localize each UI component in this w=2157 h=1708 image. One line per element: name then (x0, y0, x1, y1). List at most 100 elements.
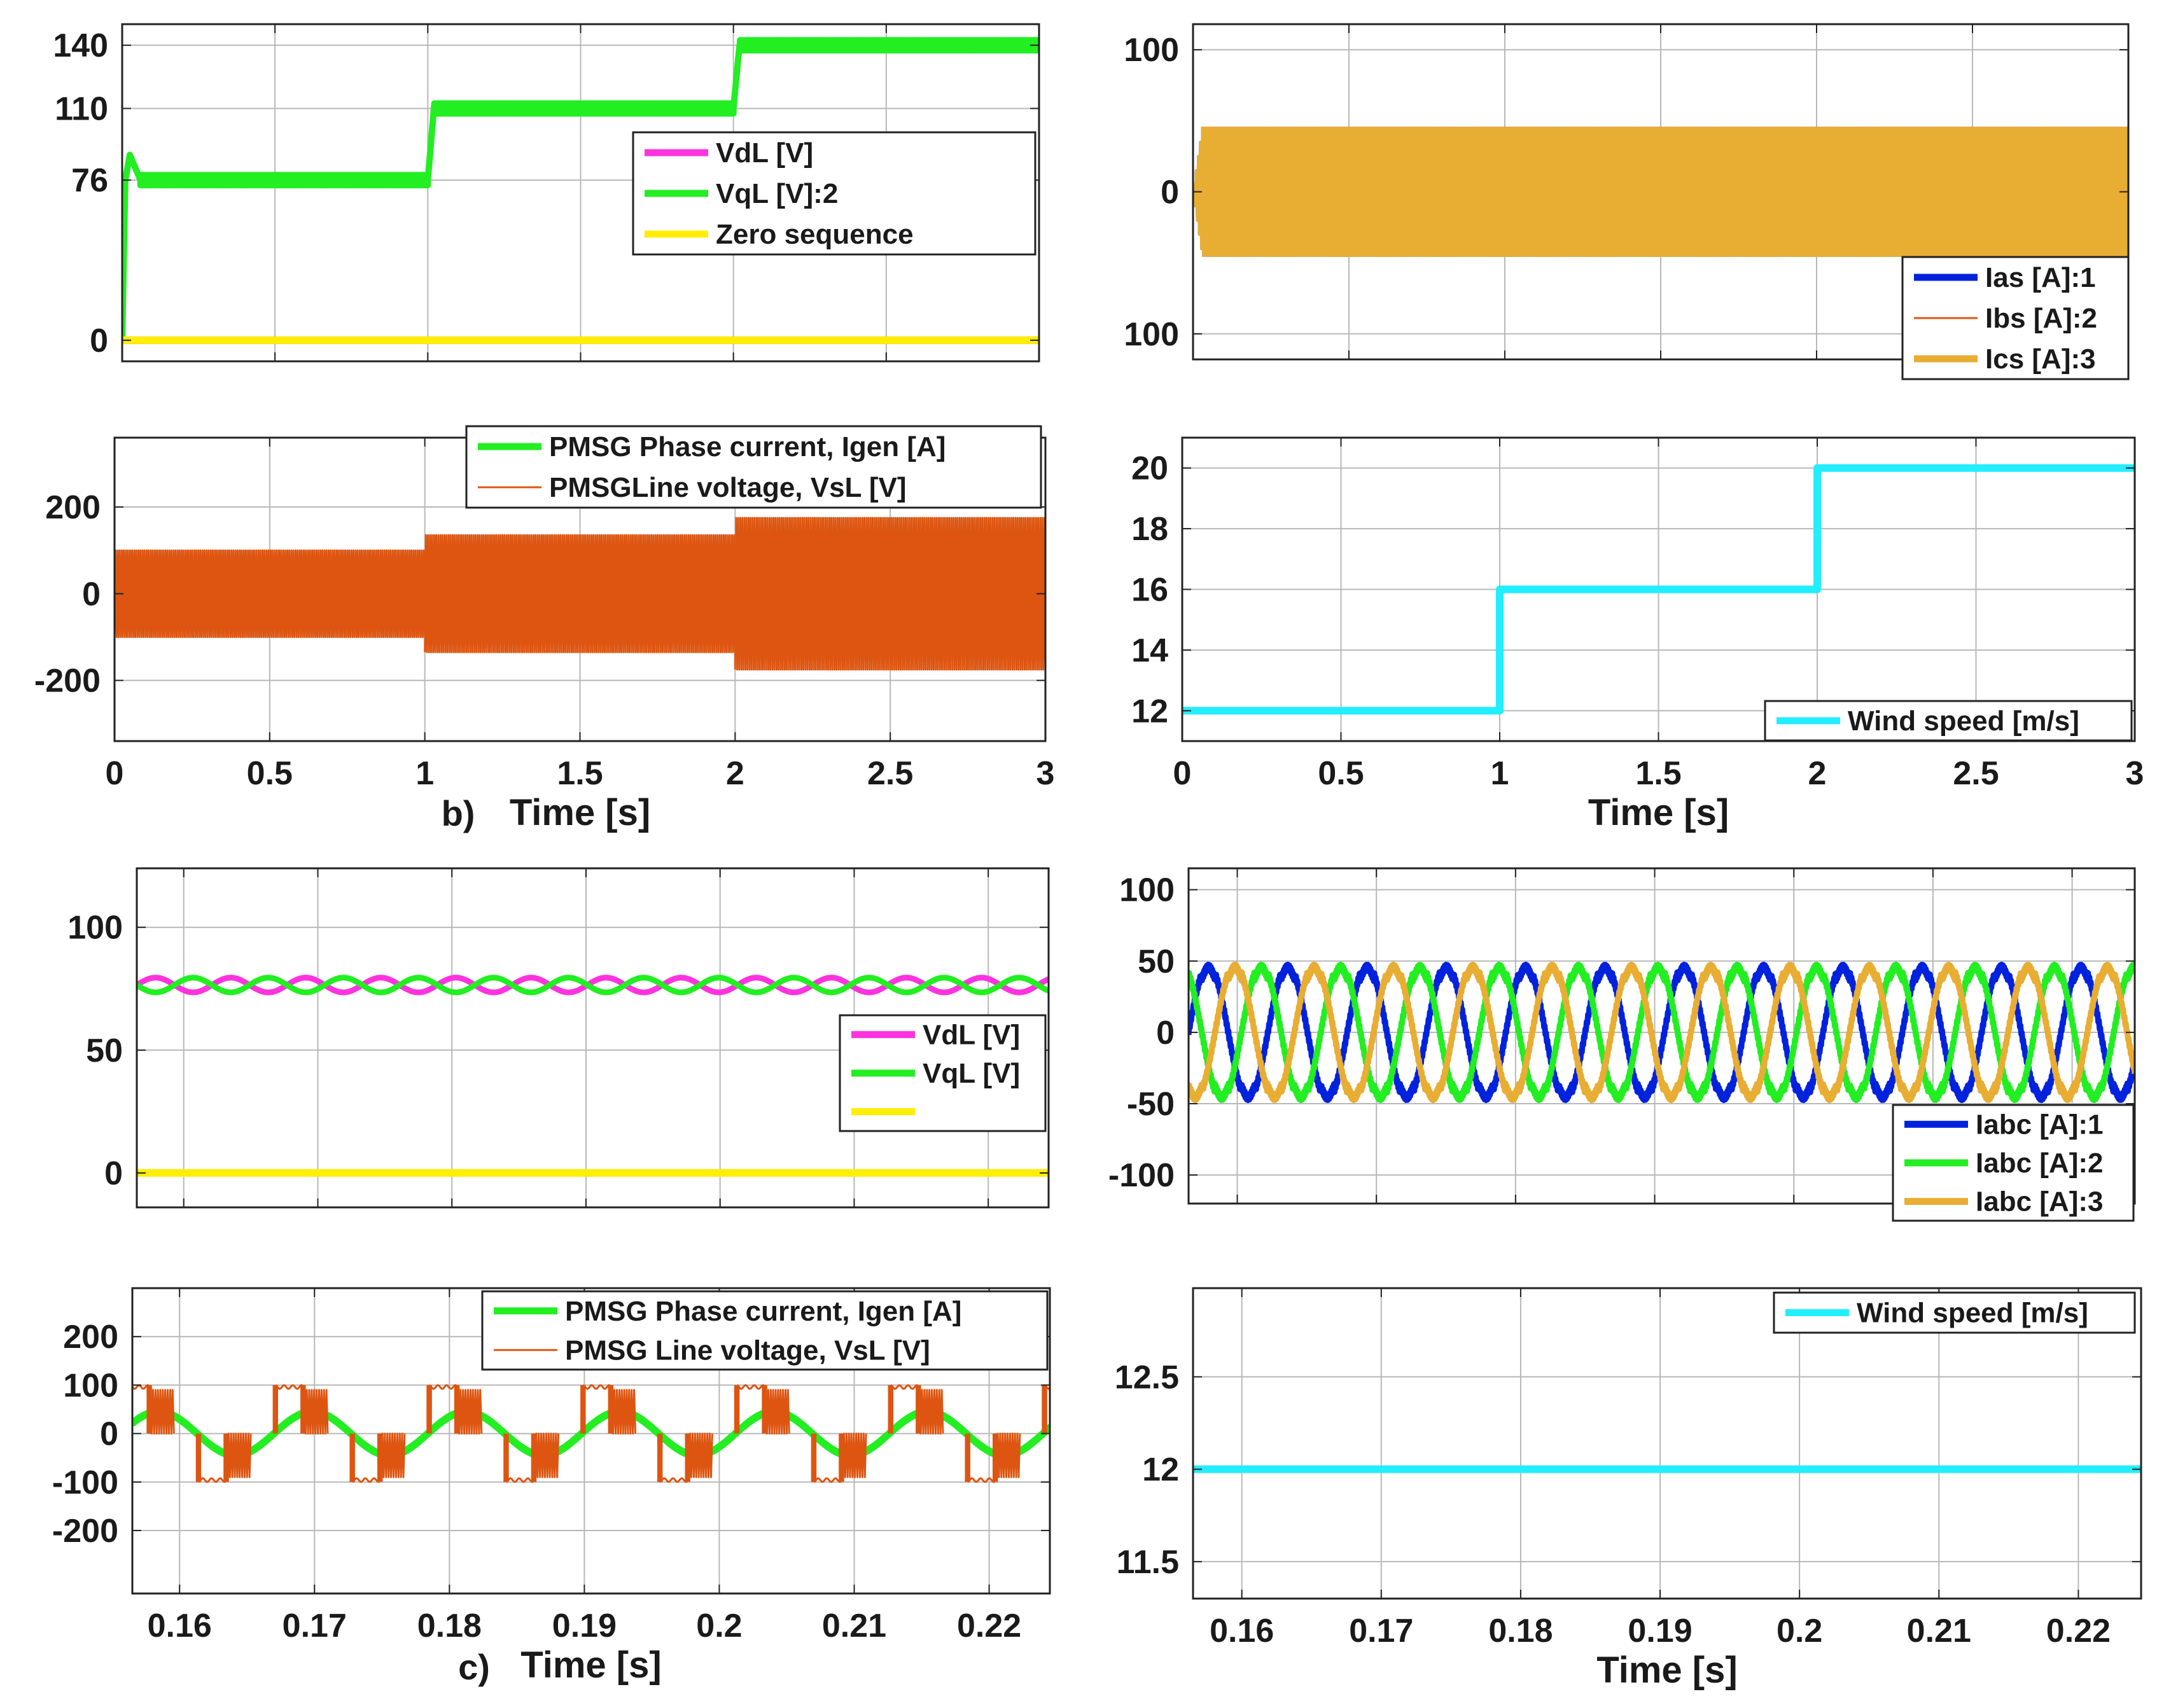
x-tick-label: 0.16 (1210, 1613, 1274, 1649)
x-tick-label: 0.21 (1907, 1613, 1971, 1649)
legend: Wind speed [m/s] (1773, 1291, 2136, 1334)
series-pmsgline-voltage-vsl-v-seg-1 (424, 534, 736, 653)
series-group (132, 1384, 1050, 1483)
series-group (137, 975, 1049, 1177)
x-tick-label: 0.19 (552, 1607, 617, 1644)
legend-label: VdL [V] (923, 1019, 1020, 1050)
x-tick-label: 0.18 (417, 1607, 482, 1644)
series-pmsg-line-voltage-vsl-v-top (274, 1384, 304, 1390)
series-pmsg-line-voltage-vsl-v-pulse (888, 1385, 894, 1434)
series-pmsg-line-voltage-vsl-v-top (351, 1477, 381, 1483)
legend-label: VdL [V] (716, 137, 813, 169)
x-tick-label: 0.5 (247, 755, 293, 792)
x-tick-label: 0.2 (1777, 1613, 1822, 1649)
series-pmsg-line-voltage-vsl-v-chop (379, 1433, 406, 1478)
series-group (122, 37, 1039, 344)
legend-label: Wind speed [m/s] (1848, 705, 2079, 737)
axes-frame (1192, 1287, 2142, 1600)
x-tick-label: 3 (2126, 755, 2144, 792)
series-pmsg-line-voltage-vsl-v-top (582, 1384, 611, 1390)
legend-label: Ias [A]:1 (1985, 262, 2096, 293)
series-pmsg-line-voltage-vsl-v-pulse (965, 1433, 970, 1482)
x-axis-label: Time [s] (1596, 1649, 1737, 1691)
series-pmsg-line-voltage-vsl-v-pulse (272, 1385, 279, 1434)
y-tick-label: 16 (1131, 572, 1168, 609)
legend-box (465, 425, 1042, 509)
legend-label: PMSG Phase current, Igen [A] (549, 431, 946, 462)
y-tick-label: 12 (1142, 1452, 1179, 1489)
series-wind-speed-m-s (1182, 464, 2135, 715)
series-pmsg-line-voltage-vsl-v-chop (917, 1389, 944, 1435)
y-tick-label: 140 (53, 27, 108, 64)
legend-label: PMSG Phase current, Igen [A] (565, 1296, 961, 1327)
series-ics-a-3-dense-fill (1505, 128, 2128, 256)
plot-area (1193, 1288, 2141, 1599)
legend-label: Iabc [A]:1 (1976, 1109, 2103, 1140)
legend: PMSG Phase current, Igen [A] PMSG Line vo… (481, 1290, 1049, 1371)
y-tick-label: 0 (104, 1155, 123, 1192)
series-pmsg-line-voltage-vsl-v-top (428, 1384, 458, 1390)
series-pmsg-line-voltage-vsl-v-top (659, 1477, 688, 1483)
x-tick-label: 1.5 (557, 755, 603, 792)
series-iabc-a-3 (1189, 961, 2135, 1103)
x-tick-label: 0.21 (822, 1607, 886, 1644)
axes-frame (131, 1287, 1051, 1595)
x-tick-label: 1.5 (1635, 755, 1681, 792)
series-pmsgline-voltage-vsl-v-seg-2 (734, 517, 1045, 671)
x-tick-label: 3 (1037, 755, 1055, 792)
y-tick-label: 100 (1119, 872, 1175, 909)
series-pmsg-line-voltage-vsl-v-top (967, 1477, 996, 1483)
legend: Iabc [A]:1 Iabc [A]:2 Iabc [A]:3 (1892, 1104, 2135, 1222)
x-tick-label: 1 (415, 755, 434, 792)
series-pmsg-line-voltage-vsl-v-pulse (426, 1385, 432, 1434)
series-pmsg-line-voltage-vsl-v-chop (764, 1389, 790, 1435)
series-group (1189, 961, 2135, 1103)
series-group (1193, 127, 2128, 257)
axes-frame (1187, 867, 2136, 1205)
chart-b-left-top: 0 76 110 140 VdL [V] VqL [V]:2 Zero sequence (53, 23, 1040, 363)
chart-b-left-bottom: -200 0 200 0 0.5 1 1.5 2 2.5 3 Time [s] PMSG Phase … (34, 425, 1055, 833)
y-tick-label: 50 (86, 1032, 123, 1069)
y-tick-label: 200 (63, 1319, 118, 1356)
series-pmsg-line-voltage-vsl-v-top (132, 1384, 150, 1390)
series-pmsg-line-voltage-vsl-v-chop (456, 1389, 483, 1435)
y-tick-label: 0 (1156, 1015, 1175, 1052)
section-label-c: c) (458, 1647, 490, 1687)
series-pmsg-line-voltage-vsl-v-pulse (811, 1433, 817, 1482)
x-tick-label: 0.19 (1628, 1613, 1692, 1649)
series-group (115, 517, 1045, 671)
legend-label: PMSGLine voltage, VsL [V] (549, 472, 907, 503)
chart-c-left-bottom: -200 -100 0 100 200 0.16 0.17 0.18 0.19 0.2 0.21 0.… (52, 1287, 1051, 1686)
x-tick-label: 0 (106, 755, 124, 792)
series-pmsg-line-voltage-vsl-v-chop (610, 1389, 636, 1435)
section-label-b: b) (442, 793, 475, 833)
y-tick-label: 12 (1131, 693, 1168, 730)
x-tick-label: 0 (1173, 755, 1192, 792)
y-tick-label: 0 (1161, 174, 1179, 211)
y-tick-label: -200 (52, 1513, 118, 1550)
y-tick-label: 100 (67, 910, 123, 947)
y-tick-label: -200 (34, 663, 101, 700)
series-ics-a-3-seg-0 (1193, 127, 2128, 257)
legend: Wind speed [m/s] (1764, 700, 2133, 742)
axes-frame (136, 867, 1050, 1209)
series-pmsgline-voltage-vsl-v-seg-0 (115, 549, 426, 638)
series-pmsg-line-voltage-vsl-v-chop (841, 1433, 867, 1478)
x-axis-label: Time [s] (520, 1644, 661, 1686)
series-pmsg-line-voltage-vsl-v-pulse (195, 1433, 202, 1482)
y-tick-label: 0 (82, 576, 101, 613)
series-pmsg-phase-current-igen-a (132, 1407, 1050, 1460)
legend-label: Ibs [A]:2 (1985, 303, 2097, 334)
series-pmsg-line-voltage-vsl-v-chop (225, 1433, 252, 1478)
chart-c-left-top: 0 50 100 VdL [V] VqL [V] (67, 867, 1050, 1209)
y-tick-label: 110 (55, 91, 108, 128)
y-tick-label: 100 (1124, 316, 1179, 353)
series-pmsg-line-voltage-vsl-v-chop (533, 1433, 560, 1478)
x-tick-label: 0.18 (1488, 1613, 1553, 1649)
legend-label: Ics [A]:3 (1985, 344, 2096, 375)
x-axis-label: Time [s] (1588, 792, 1729, 833)
chart-b-right-bottom: 12 14 16 18 20 0 0.5 1 1.5 2 2.5 3 Time [s] Wind spee… (1131, 436, 2144, 833)
y-tick-label: 100 (63, 1367, 118, 1404)
chart-b-right-top: 100 0 100 Ias [A]:1 Ibs [A]:2 Ics [A]:3 (1124, 23, 2130, 380)
